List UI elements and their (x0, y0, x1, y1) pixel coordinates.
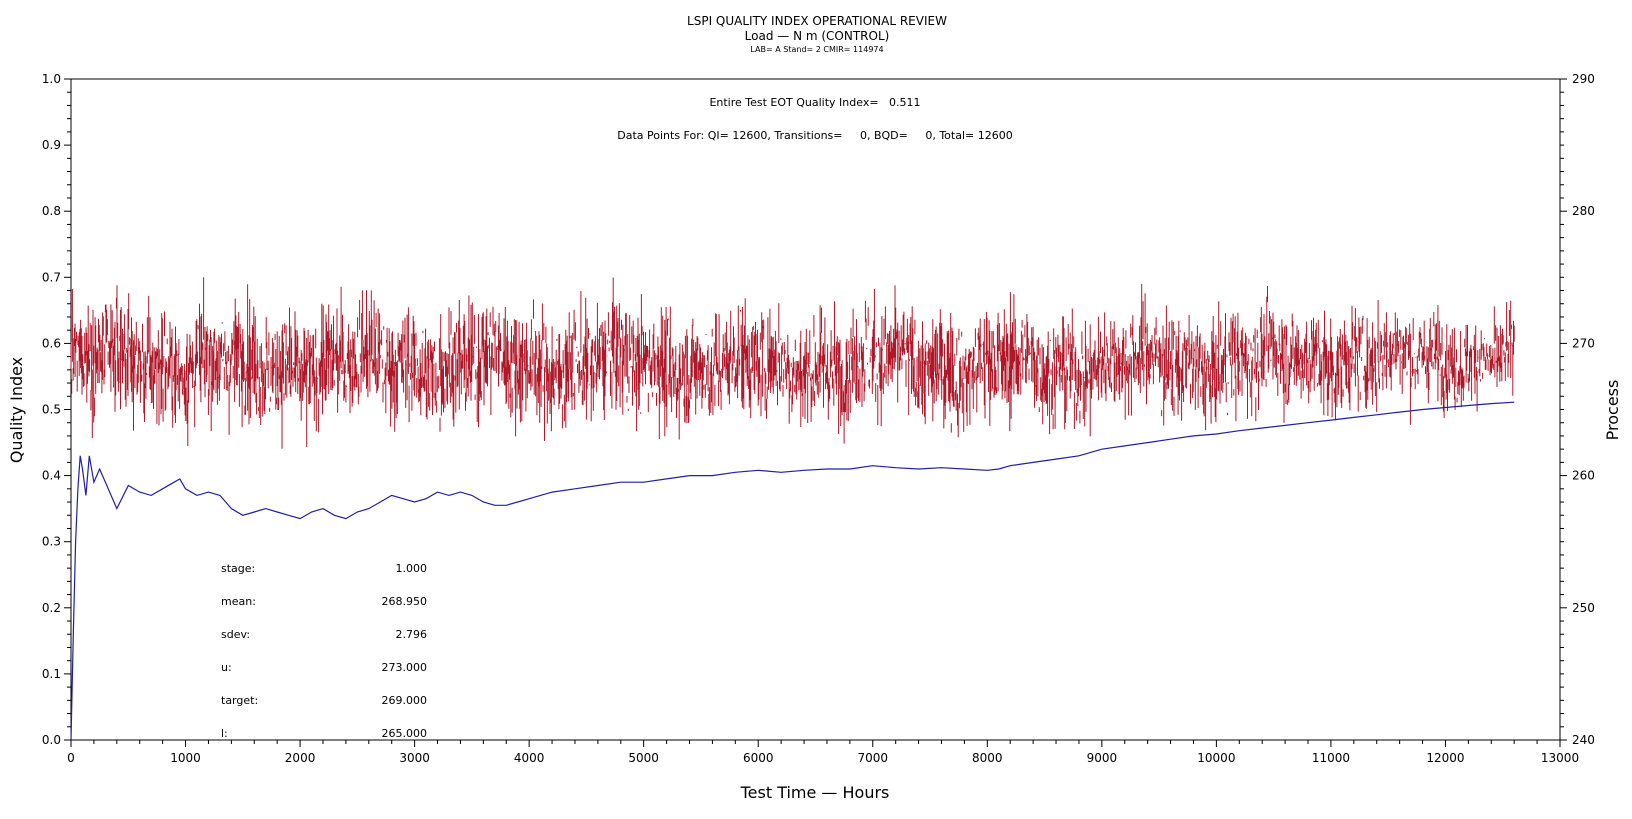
stat-target-label: target: (221, 694, 258, 707)
stat-stage-label: stage: (221, 562, 255, 575)
x-axis-title: Test Time — Hours (740, 783, 890, 802)
x-tick-label: 3000 (399, 751, 430, 765)
y-tick-label: 0.0 (42, 733, 61, 747)
y-axis-right: 240 250 260 270 280 290 (1560, 72, 1595, 747)
y-tick-label: 0.3 (42, 535, 61, 549)
y-tick-label: 0.5 (42, 403, 61, 417)
y-tick-label: 0.9 (42, 138, 61, 152)
x-tick-label: 0 (67, 751, 75, 765)
stat-l-label: l: (221, 727, 228, 740)
y-tick-label: 0.1 (42, 667, 61, 681)
stat-stage-value: 1.000 (396, 562, 428, 575)
x-tick-label: 7000 (857, 751, 888, 765)
x-tick-label: 12000 (1426, 751, 1464, 765)
x-tick-label: 2000 (285, 751, 316, 765)
y-tick-label: 0.4 (42, 469, 61, 483)
stat-u-label: u: (221, 661, 232, 674)
x-tick-label: 11000 (1312, 751, 1350, 765)
y-axis-title: Quality Index (7, 357, 26, 463)
y-tick-label: 0.6 (42, 336, 61, 350)
stat-target-value: 269.000 (382, 694, 428, 707)
y-axis-left: 0.0 0.1 0.2 0.3 0.4 0.5 0.6 0.7 0.8 0.9 1.0 (42, 72, 71, 747)
y-tick-label: 0.7 (42, 270, 61, 284)
y2-tick-label: 290 (1572, 72, 1595, 86)
stats-block: stage: 1.000 mean: 268.950 sdev: 2.796 u… (221, 562, 427, 740)
y-tick-label: 0.8 (42, 204, 61, 218)
chart-title: LSPI QUALITY INDEX OPERATIONAL REVIEW (687, 14, 947, 28)
chart-subtitle: Load — N m (CONTROL) (745, 29, 890, 43)
chart-subtitle-lab: LAB= A Stand= 2 CMIR= 114974 (750, 45, 883, 54)
y2-tick-label: 250 (1572, 601, 1595, 615)
eot-annotation: Entire Test EOT Quality Index= 0.511 (709, 96, 920, 109)
x-tick-label: 9000 (1087, 751, 1118, 765)
y-tick-label: 0.2 (42, 601, 61, 615)
stat-l-value: 265.000 (382, 727, 428, 740)
y-tick-label: 1.0 (42, 72, 61, 86)
stat-mean-value: 268.950 (382, 595, 428, 608)
x-axis: 0 1000 2000 3000 4000 5000 6000 7000 8000 9000 100… (67, 740, 1579, 765)
process-trace (70, 277, 1515, 449)
data-points-annotation: Data Points For: QI= 12600, Transitions=… (617, 129, 1012, 142)
x-tick-label: 1000 (170, 751, 201, 765)
x-tick-label: 4000 (514, 751, 545, 765)
y2-tick-label: 240 (1572, 733, 1595, 747)
stat-mean-label: mean: (221, 595, 256, 608)
y2-axis-title: Process (1603, 380, 1622, 441)
y2-tick-label: 280 (1572, 204, 1595, 218)
process-series (70, 277, 1515, 449)
quality-index-line (70, 401, 1515, 741)
x-tick-label: 13000 (1541, 751, 1579, 765)
x-tick-label: 6000 (743, 751, 774, 765)
x-tick-label: 8000 (972, 751, 1003, 765)
x-tick-label: 5000 (628, 751, 659, 765)
y2-tick-label: 270 (1572, 336, 1595, 350)
stat-sdev-label: sdev: (221, 628, 250, 641)
y2-tick-label: 260 (1572, 469, 1595, 483)
x-tick-label: 10000 (1197, 751, 1235, 765)
stat-u-value: 273.000 (382, 661, 428, 674)
stat-sdev-value: 2.796 (396, 628, 428, 641)
plot-frame (70, 78, 1561, 741)
